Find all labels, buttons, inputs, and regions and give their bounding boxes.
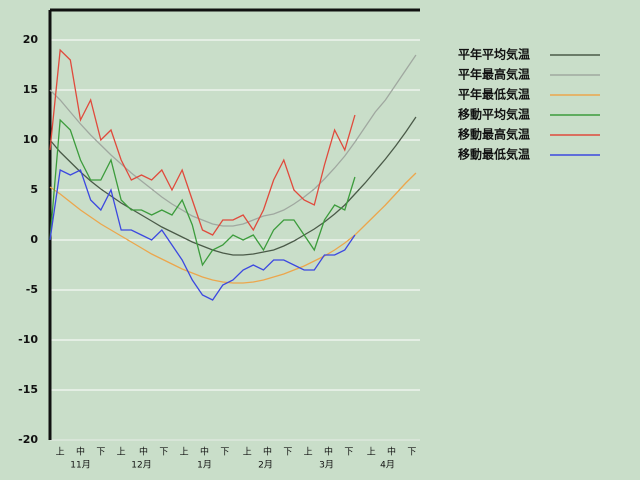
month-label: 11月 [70, 460, 90, 471]
legend-label: 平年最高気温 [458, 67, 530, 82]
x-tick-label: 下 [96, 448, 105, 458]
legend-label: 移動平均気温 [458, 107, 530, 122]
x-tick-label: 下 [344, 448, 353, 458]
x-tick-label: 上 [243, 447, 252, 458]
y-tick-label: 5 [30, 183, 38, 196]
series-line [49, 48, 356, 236]
x-tick-label: 中 [263, 446, 272, 458]
legend-label: 移動最低気温 [458, 147, 530, 162]
x-tick-label: 下 [159, 448, 168, 458]
month-label: 12月 [131, 460, 151, 471]
month-label: 4月 [380, 460, 395, 471]
x-tick-label: 中 [76, 446, 85, 458]
y-tick-label: 20 [23, 33, 39, 46]
x-tick-label: 上 [367, 447, 376, 458]
x-tick-label: 中 [324, 446, 333, 458]
series-line [49, 169, 356, 301]
series-line [49, 54, 417, 227]
legend-label: 平年最低気温 [458, 87, 530, 102]
x-tick-label: 中 [139, 446, 148, 458]
series-line [49, 116, 417, 256]
y-tick-label: -20 [18, 433, 38, 446]
x-tick-label: 上 [180, 447, 189, 458]
y-tick-label: 15 [23, 83, 38, 96]
x-tick-label: 中 [200, 446, 209, 458]
legend-label: 平年平均気温 [458, 47, 530, 62]
legend-label: 移動最高気温 [458, 127, 530, 142]
month-label: 1月 [197, 460, 212, 471]
y-tick-label: 10 [23, 133, 39, 146]
month-label: 2月 [258, 460, 273, 471]
x-tick-label: 上 [56, 447, 65, 458]
y-tick-label: -5 [26, 283, 38, 296]
series-line [49, 118, 356, 267]
x-tick-label: 下 [220, 448, 229, 458]
x-tick-label: 中 [387, 446, 396, 458]
x-tick-label: 上 [304, 447, 313, 458]
y-tick-label: -10 [18, 333, 38, 346]
x-tick-label: 上 [117, 447, 126, 458]
y-tick-label: 0 [30, 233, 38, 246]
y-tick-label: -15 [18, 383, 38, 396]
x-tick-label: 下 [407, 448, 416, 458]
month-label: 3月 [319, 460, 334, 471]
x-tick-label: 下 [283, 448, 292, 458]
